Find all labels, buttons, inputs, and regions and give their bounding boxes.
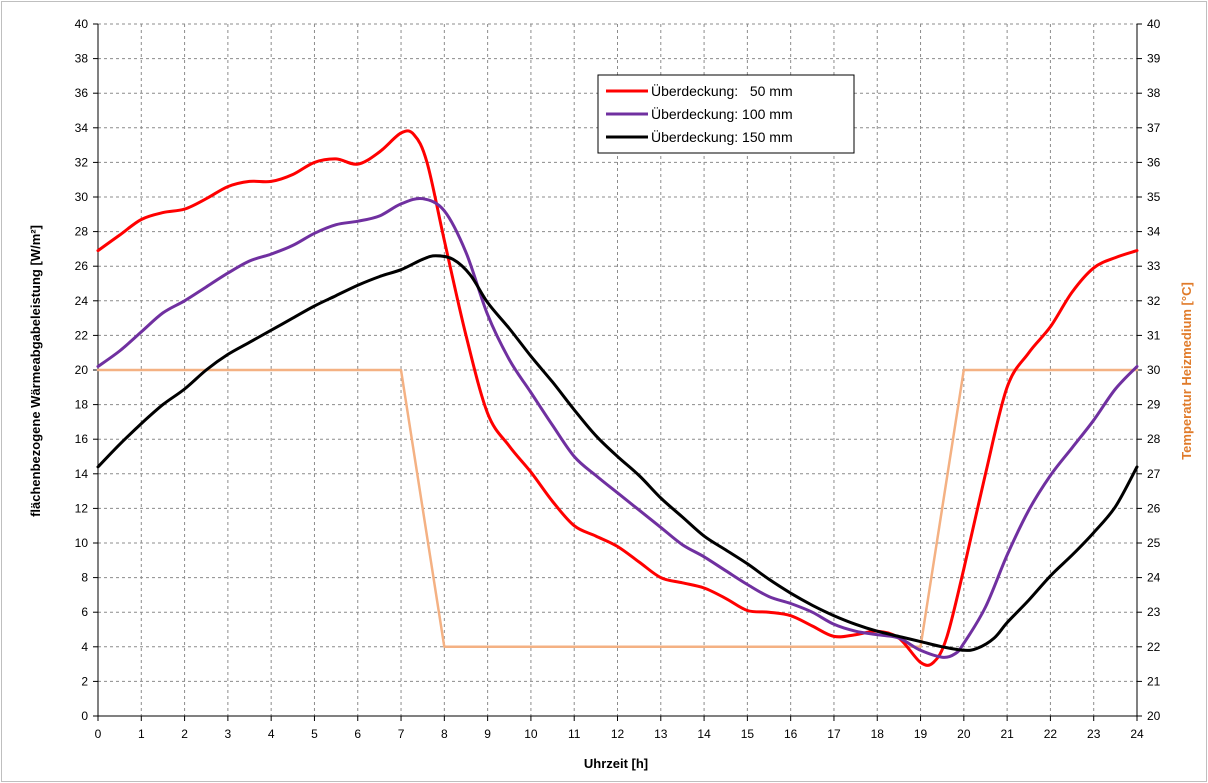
y-tick-label-10: 20 <box>75 363 89 377</box>
y2-tick-label-4: 24 <box>1147 571 1161 585</box>
x-tick-label-12: 12 <box>611 727 625 741</box>
y2-tick-label-9: 29 <box>1147 398 1161 412</box>
x-tick-label-6: 6 <box>354 727 361 741</box>
x-tick-label-2: 2 <box>181 727 188 741</box>
y2-tick-label-3: 23 <box>1147 605 1161 619</box>
x-tick-label-17: 17 <box>827 727 841 741</box>
y-tick-label-7: 14 <box>75 467 89 481</box>
series-line-3 <box>96 368 1139 649</box>
x-tick-label-13: 13 <box>654 727 668 741</box>
y2-axis-ticks: 20 21 22 23 24 25 26 27 28 29 30 31 32 33 34 35 36 37 38 39… <box>1137 17 1161 723</box>
y2-tick-label-14: 34 <box>1147 225 1161 239</box>
legend-label-0: Überdeckung: 50 mm <box>651 82 793 99</box>
x-tick-label-5: 5 <box>311 727 318 741</box>
y2-tick-label-15: 35 <box>1147 190 1161 204</box>
x-tick-label-22: 22 <box>1044 727 1058 741</box>
y2-tick-label-0: 20 <box>1147 709 1161 723</box>
y2-tick-label-2: 22 <box>1147 640 1161 654</box>
y-tick-label-19: 38 <box>75 52 89 66</box>
y-tick-label-17: 34 <box>75 121 89 135</box>
x-tick-label-23: 23 <box>1087 727 1101 741</box>
x-tick-label-0: 0 <box>95 727 102 741</box>
y-tick-label-15: 30 <box>75 190 89 204</box>
y-tick-label-8: 16 <box>75 432 89 446</box>
y2-tick-label-17: 37 <box>1147 121 1161 135</box>
y-tick-label-12: 24 <box>75 294 89 308</box>
y2-tick-label-18: 38 <box>1147 86 1161 100</box>
x-tick-label-7: 7 <box>398 727 405 741</box>
y2-tick-label-16: 36 <box>1147 155 1161 169</box>
x-tick-label-9: 9 <box>484 727 491 741</box>
x-tick-label-24: 24 <box>1130 727 1144 741</box>
y-tick-label-2: 4 <box>81 640 88 654</box>
x-tick-label-18: 18 <box>871 727 885 741</box>
y-tick-label-20: 40 <box>75 17 89 31</box>
y-tick-label-16: 32 <box>75 155 89 169</box>
y2-tick-label-1: 21 <box>1147 674 1161 688</box>
y-tick-label-11: 22 <box>75 328 89 342</box>
y2-tick-label-19: 39 <box>1147 52 1161 66</box>
legend-label-2: Überdeckung: 150 mm <box>651 128 793 145</box>
y2-tick-label-6: 26 <box>1147 501 1161 515</box>
y-tick-label-5: 10 <box>75 536 89 550</box>
y2-tick-label-13: 33 <box>1147 259 1161 273</box>
y2-tick-label-10: 30 <box>1147 363 1161 377</box>
x-tick-label-1: 1 <box>138 727 145 741</box>
x-tick-label-14: 14 <box>697 727 711 741</box>
y2-tick-label-11: 31 <box>1147 328 1161 342</box>
y2-tick-label-12: 32 <box>1147 294 1161 308</box>
y-tick-label-4: 8 <box>81 571 88 585</box>
x-tick-label-10: 10 <box>524 727 538 741</box>
x-tick-label-15: 15 <box>741 727 755 741</box>
x-tick-label-11: 11 <box>568 727 581 741</box>
x-tick-label-20: 20 <box>957 727 971 741</box>
legend-label-1: Überdeckung: 100 mm <box>651 105 793 122</box>
x-tick-label-16: 16 <box>784 727 798 741</box>
legend: Überdeckung: 50 mm Überdeckung: 100 mm Übe… <box>597 74 855 154</box>
series-line-2 <box>96 254 1139 652</box>
y-tick-label-13: 26 <box>75 259 89 273</box>
series-line-1 <box>96 196 1139 659</box>
x-tick-label-19: 19 <box>914 727 928 741</box>
x-tick-label-4: 4 <box>268 727 275 741</box>
y-tick-label-18: 36 <box>75 86 89 100</box>
y2-tick-label-8: 28 <box>1147 432 1161 446</box>
series-line-0 <box>96 129 1139 667</box>
x-tick-label-21: 21 <box>1000 727 1014 741</box>
y2-tick-label-20: 40 <box>1147 17 1161 31</box>
y-axis-label: flächenbezogene Wärmeabgabeleistung [W/m… <box>28 225 43 517</box>
y2-tick-label-5: 25 <box>1147 536 1161 550</box>
y-tick-label-9: 18 <box>75 398 89 412</box>
series-lines <box>96 129 1139 667</box>
y-tick-label-6: 12 <box>75 501 89 515</box>
x-tick-label-8: 8 <box>441 727 448 741</box>
y2-axis-label: Temperatur Heizmedium [°C] <box>1179 282 1194 460</box>
x-tick-label-3: 3 <box>225 727 232 741</box>
y-tick-label-0: 0 <box>81 709 88 723</box>
y-tick-label-14: 28 <box>75 225 89 239</box>
y-tick-label-3: 6 <box>81 605 88 619</box>
y-tick-label-1: 2 <box>81 674 88 688</box>
x-axis-label: Uhrzeit [h] <box>584 756 648 771</box>
x-axis-ticks: 0 1 2 3 4 5 6 7 8 9 10 11 12 13 14 15 16 17 18 19 20 21 22 23 24 <box>95 716 1144 741</box>
y2-tick-label-7: 27 <box>1147 467 1161 481</box>
